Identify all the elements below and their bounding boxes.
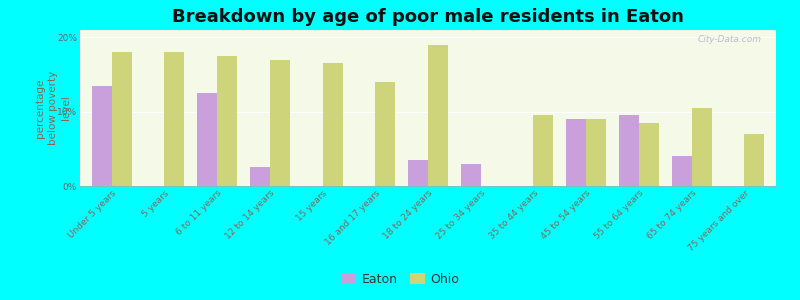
Bar xyxy=(164,52,184,186)
Bar xyxy=(217,56,237,186)
Bar xyxy=(744,134,765,186)
Bar xyxy=(112,52,132,186)
Bar xyxy=(250,167,270,186)
Y-axis label: percentage
below poverty
level: percentage below poverty level xyxy=(34,71,71,145)
Bar xyxy=(619,116,639,186)
Bar xyxy=(692,108,712,186)
Text: City-Data.com: City-Data.com xyxy=(698,35,762,44)
Bar xyxy=(92,86,112,186)
Bar xyxy=(197,93,217,186)
Title: Breakdown by age of poor male residents in Eaton: Breakdown by age of poor male residents … xyxy=(172,8,684,26)
Legend: Eaton, Ohio: Eaton, Ohio xyxy=(336,268,464,291)
Bar xyxy=(428,45,448,186)
Bar xyxy=(375,82,395,186)
Bar xyxy=(672,156,692,186)
Bar xyxy=(639,123,659,186)
Bar xyxy=(566,119,586,186)
Bar xyxy=(461,164,481,186)
Bar xyxy=(408,160,428,186)
Bar xyxy=(534,116,554,186)
Bar xyxy=(586,119,606,186)
Bar xyxy=(322,63,342,186)
Bar xyxy=(270,60,290,186)
